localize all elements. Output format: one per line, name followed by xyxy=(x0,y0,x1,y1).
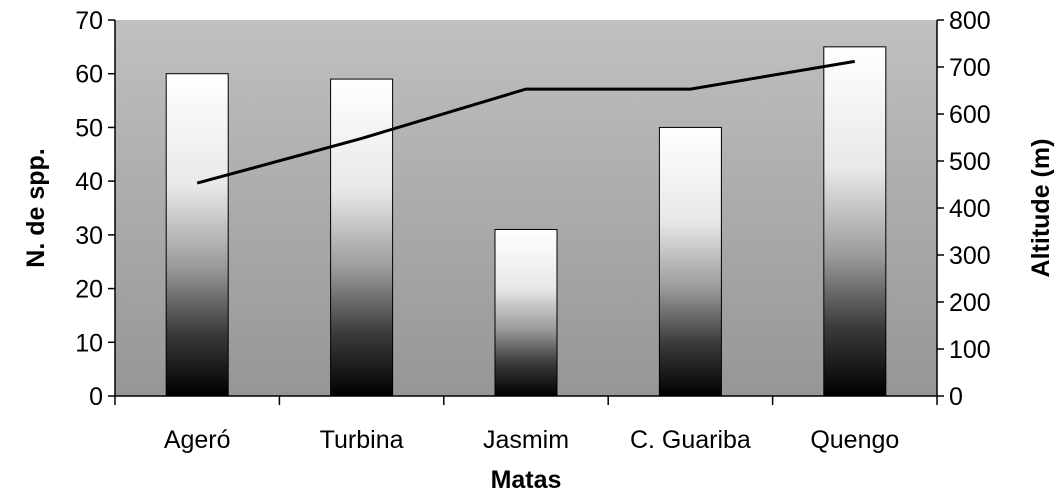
y2-tick-label: 300 xyxy=(949,242,991,270)
x-tick-label: Jasmim xyxy=(483,426,569,454)
y-tick-label: 50 xyxy=(75,114,103,142)
bar-group xyxy=(165,46,887,397)
bar xyxy=(494,228,558,397)
altitude-line xyxy=(196,59,856,185)
y-tick-label: 70 xyxy=(75,7,103,35)
y2-tick-label: 600 xyxy=(949,101,991,129)
x-tick-label: Turbina xyxy=(320,426,404,454)
bar xyxy=(165,73,229,397)
x-tick-label: Quengo xyxy=(810,426,899,454)
y-tick-label: 60 xyxy=(75,61,103,89)
y-tick-label: 10 xyxy=(75,329,103,357)
bar xyxy=(823,46,887,397)
y2-tick-label: 500 xyxy=(949,148,991,176)
y-tick-label: 20 xyxy=(75,276,103,304)
x-axis-title: Matas xyxy=(491,466,562,494)
y2-tick-label: 700 xyxy=(949,54,991,82)
y-tick-label: 40 xyxy=(75,168,103,196)
x-tick-label: C. Guariba xyxy=(630,426,751,454)
y2-axis-title: Altitude (m) xyxy=(1027,139,1055,278)
y-tick-label: 0 xyxy=(89,383,103,411)
line-group xyxy=(196,59,856,185)
y2-tick-label: 800 xyxy=(949,7,991,35)
y2-tick-label: 0 xyxy=(949,383,963,411)
axes-group: 0102030405060700100200300400500600700800… xyxy=(75,7,991,454)
y2-tick-label: 400 xyxy=(949,195,991,223)
bar xyxy=(330,78,394,397)
y2-tick-label: 200 xyxy=(949,289,991,317)
y2-tick-label: 100 xyxy=(949,336,991,364)
bar xyxy=(658,126,722,397)
y-axis-title: N. de spp. xyxy=(22,148,50,267)
x-tick-label: Ageró xyxy=(164,426,231,454)
y-tick-label: 30 xyxy=(75,222,103,250)
